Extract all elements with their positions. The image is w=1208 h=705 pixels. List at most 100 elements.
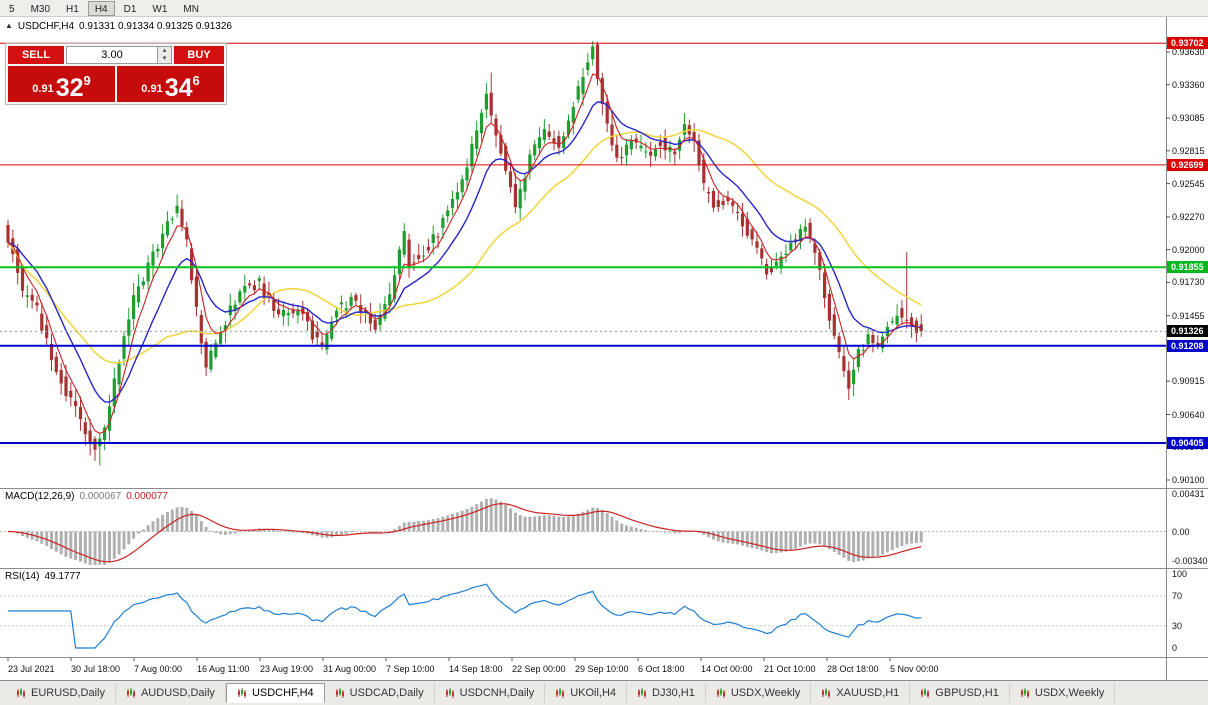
rsi-scale-label: 30 (1172, 621, 1183, 631)
timeframe-button-h4[interactable]: H4 (87, 0, 115, 16)
chart-tab-usdcad-daily[interactable]: USDCAD,Daily (325, 683, 435, 703)
sell-button[interactable]: SELL (8, 46, 64, 64)
chart-tab-icon (556, 688, 565, 698)
macd-scale-label: 0.00 (1172, 527, 1190, 537)
chart-tab-icon (335, 688, 344, 698)
buy-price-display[interactable]: 0.91 34 6 (117, 66, 224, 102)
price-scale-label: 0.91730 (1172, 277, 1205, 287)
rsi-scale-label: 0 (1172, 643, 1178, 653)
chart-title: ▲ USDCHF,H4 0.91331 0.91334 0.91325 0.91… (5, 21, 232, 32)
rsi-indicator-label: RSI(14) 49.1777 (5, 571, 81, 582)
chart-tab-dj30-h1[interactable]: DJ30,H1 (627, 683, 706, 703)
chart-tab-label: UKOil,H4 (570, 687, 617, 699)
volume-down-icon[interactable]: ▾ (158, 55, 171, 63)
buy-price-prefix: 0.91 (141, 83, 163, 95)
price-scale-label: 0.90100 (1172, 475, 1205, 485)
timeframe-button-w1[interactable]: W1 (152, 3, 168, 15)
macd-signal-value: 0.000077 (126, 491, 168, 502)
chart-tab-eurusd-daily[interactable]: EURUSD,Daily (6, 683, 116, 703)
buy-price-point: 6 (192, 73, 200, 88)
chart-tab-xauusd-h1[interactable]: XAUUSD,H1 (811, 683, 911, 703)
sell-price-display[interactable]: 0.91 32 9 (8, 66, 115, 102)
chart-tab-gbpusd-h1[interactable]: GBPUSD,H1 (910, 683, 1010, 703)
chart-tab-label: DJ30,H1 (652, 687, 695, 699)
chart-tab-usdx-weekly[interactable]: USDX,Weekly (1010, 683, 1116, 703)
chart-tab-label: USDCHF,H4 (251, 687, 314, 699)
chart-tab-label: USDX,Weekly (730, 687, 801, 699)
time-axis-label: 23 Jul 2021 (8, 664, 55, 674)
time-axis-label: 5 Nov 00:00 (890, 664, 939, 674)
price-scale-label: 0.90915 (1172, 376, 1205, 386)
time-axis-label: 14 Oct 00:00 (701, 664, 753, 674)
chart-tab-label: USDCAD,Daily (349, 687, 424, 699)
time-axis-label: 31 Aug 00:00 (323, 664, 377, 674)
sell-price-pips: 32 (55, 73, 84, 102)
chart-tab-icon (237, 688, 246, 698)
chart-tab-label: GBPUSD,H1 (935, 687, 999, 699)
chart-tab-label: USDCNH,Daily (459, 687, 535, 699)
time-axis-label: 29 Sep 10:00 (575, 664, 629, 674)
price-level-tag: 0.90405 (1167, 437, 1208, 449)
chart-tab-label: XAUUSD,H1 (836, 687, 900, 699)
chart-tab-usdx-weekly[interactable]: USDX,Weekly (706, 683, 812, 703)
price-scale-axis[interactable]: 0.93630 0.93360 0.93085 0.92815 0.92545 0.922… (1167, 0, 1208, 681)
rsi-value: 49.1777 (44, 571, 81, 582)
time-axis-label: 7 Sep 10:00 (386, 664, 435, 674)
chart-symbol-label: USDCHF,H4 (17, 21, 75, 32)
macd-indicator-label: MACD(12,26,9) 0.000067 0.000077 (5, 491, 168, 502)
chart-tab-bar: EURUSD,Daily AUDUSD,Daily USDCHF,H4 USDCAD,… (0, 681, 1208, 705)
timeframe-button-5[interactable]: 5 (9, 3, 15, 15)
timeframe-button-m30[interactable]: M30 (30, 3, 51, 15)
time-axis-label: 30 Jul 18:00 (71, 664, 121, 674)
chart-tab-icon (126, 688, 135, 698)
chart-tab-label: AUDUSD,Daily (140, 687, 215, 699)
chart-tab-icon (17, 688, 25, 698)
price-scale-label: 0.92000 (1172, 245, 1205, 255)
chart-tab-label: USDX,Weekly (1034, 687, 1105, 699)
time-axis-label: 23 Aug 19:00 (260, 664, 314, 674)
chart-tab-usdchf-h4[interactable]: USDCHF,H4 (225, 683, 325, 703)
price-scale-label: 0.92545 (1172, 179, 1205, 189)
buy-price-pips: 34 (164, 73, 193, 102)
macd-name: MACD(12,26,9) (5, 491, 75, 502)
time-axis-label: 6 Oct 18:00 (638, 664, 685, 674)
chart-ohlc-values: 0.91331 0.91334 0.91325 0.91326 (79, 21, 232, 32)
volume-value[interactable]: 3.00 (101, 49, 123, 61)
volume-spinner: ▴ ▾ (157, 47, 171, 63)
price-level-tag: 0.91208 (1167, 340, 1208, 352)
price-scale-label: 0.91455 (1172, 311, 1205, 321)
time-axis[interactable]: 23 Jul 2021 30 Jul 18:00 7 Aug 00:00 16 Aug… (0, 658, 1166, 680)
buy-button[interactable]: BUY (174, 46, 224, 64)
price-scale-label: 0.92815 (1172, 146, 1205, 156)
volume-field[interactable]: 3.00 ▴ ▾ (66, 46, 172, 64)
timeframe-button-h1[interactable]: H1 (66, 3, 79, 15)
chart-tab-audusd-daily[interactable]: AUDUSD,Daily (116, 683, 226, 703)
chart-tab-icon (638, 688, 647, 698)
timeframe-button-d1[interactable]: D1 (123, 3, 137, 15)
timeframe-toolbar: 5 M30 H1 H4 D1 W1 MN (0, 0, 1208, 17)
chart-tab-icon (716, 688, 725, 698)
price-scale-label: 0.93085 (1172, 113, 1205, 123)
macd-scale-label: 0.00431 (1172, 489, 1205, 499)
time-axis-label: 21 Oct 10:00 (764, 664, 816, 674)
price-level-tag: 0.92699 (1167, 159, 1208, 171)
price-level-tag: 0.91855 (1167, 261, 1208, 273)
rsi-scale-label: 100 (1172, 569, 1188, 579)
price-scale-label: 0.90640 (1172, 410, 1205, 420)
chart-tab-icon (445, 688, 454, 698)
time-axis-label: 22 Sep 00:00 (512, 664, 566, 674)
chart-tab-icon (921, 688, 930, 698)
volume-up-icon[interactable]: ▴ (158, 47, 171, 55)
chart-tab-usdcnh-daily[interactable]: USDCNH,Daily (435, 683, 546, 703)
sell-price-prefix: 0.91 (32, 83, 54, 95)
price-level-tag: 0.93702 (1167, 37, 1208, 49)
one-click-trading-panel: SELL 3.00 ▴ ▾ BUY 0.91 32 9 0.91 34 6 (5, 43, 227, 105)
timeframe-button-mn[interactable]: MN (183, 3, 199, 15)
time-axis-label: 28 Oct 18:00 (827, 664, 879, 674)
price-scale-label: 0.93360 (1172, 80, 1205, 90)
trade-panel-controls: SELL 3.00 ▴ ▾ BUY (6, 44, 226, 66)
chart-tab-ukoil-h4[interactable]: UKOil,H4 (545, 683, 628, 703)
price-scale-label: 0.93630 (1172, 47, 1205, 57)
